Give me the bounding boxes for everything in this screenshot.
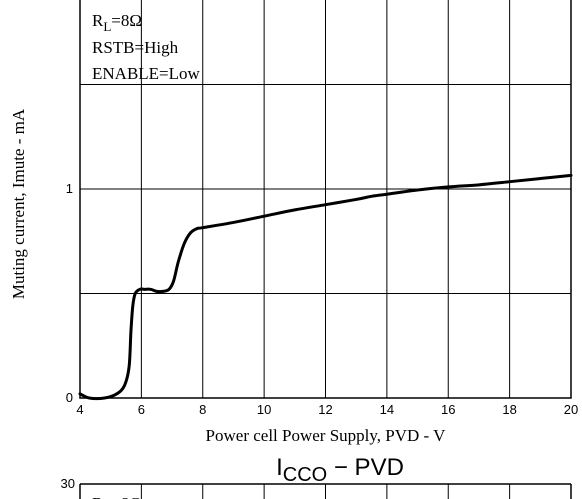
y-tick-label: 1: [66, 181, 73, 196]
x-tick-label: 12: [318, 402, 332, 417]
annotation-rl-value: =8Ω: [111, 11, 142, 30]
y-axis-label: Muting current, Imute - mA: [9, 108, 28, 299]
axis-labels: Power cell Power Supply, PVD - V Muting c…: [9, 108, 446, 445]
x-tick-label: 10: [257, 402, 271, 417]
chart2-title-main: I: [276, 454, 283, 481]
annotation-rl: RL=8Ω: [92, 11, 142, 34]
x-tick-label: 18: [502, 402, 516, 417]
series-layer: [78, 173, 573, 401]
x-tick-label: 16: [441, 402, 455, 417]
series-line: [78, 173, 573, 401]
plot-frame: [79, 0, 572, 399]
chart2-title-sub: CCO: [283, 464, 327, 486]
grid-lines: [80, 0, 571, 398]
chart2-annotation-rl: RL=8Ω: [92, 494, 142, 499]
x-tick-label: 8: [199, 402, 206, 417]
chart2-annotation-rl-prefix: R: [92, 494, 104, 499]
chart2-annotation-rl-value: =8Ω: [111, 494, 142, 499]
x-tick-label: 6: [138, 402, 145, 417]
chart2-title-rest: − PVD: [327, 454, 404, 481]
x-tick-label: 14: [380, 402, 394, 417]
x-tick-label: 20: [564, 402, 578, 417]
y-tick-label: 0: [66, 390, 73, 405]
chart2-y-tick-label: 30: [61, 476, 75, 491]
x-tick-label: 4: [76, 402, 83, 417]
annotation-rl-sub: L: [103, 19, 111, 34]
annotation-enable: ENABLE=Low: [92, 64, 201, 83]
chart2-title: ICCO − PVD: [276, 454, 404, 486]
second-chart: ICCO − PVD 30 RL=8Ω: [61, 454, 572, 499]
plot-border: [79, 0, 572, 399]
tick-labels: 4 6 8 10 12 14 16 18 20 0 1: [66, 181, 578, 417]
annotations: RL=8Ω RSTB=High ENABLE=Low: [92, 11, 201, 83]
annotation-rstb: RSTB=High: [92, 38, 179, 57]
annotation-rl-prefix: R: [92, 11, 104, 30]
x-axis-label: Power cell Power Supply, PVD - V: [206, 426, 447, 445]
